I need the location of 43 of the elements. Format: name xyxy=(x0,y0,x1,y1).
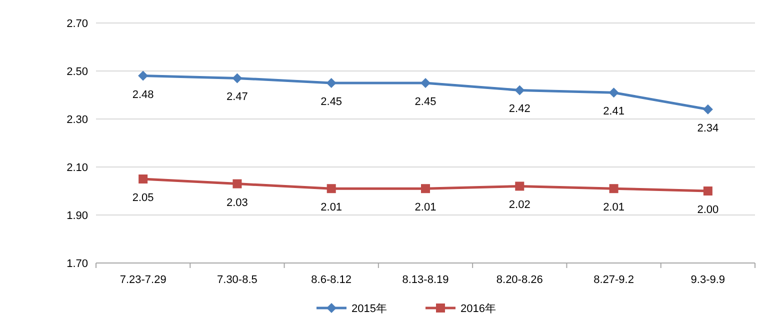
data-label: 2.02 xyxy=(508,199,530,212)
data-label: 2.48 xyxy=(132,88,154,101)
point xyxy=(138,70,148,81)
point xyxy=(232,179,242,188)
data-label: 2.01 xyxy=(603,202,624,214)
point xyxy=(608,88,619,98)
y-tick-label: 2.30 xyxy=(66,114,88,126)
data-label: 2.01 xyxy=(414,202,436,214)
y-tick-label: 1.90 xyxy=(66,210,88,222)
point xyxy=(326,184,336,194)
x-tick-label: 9.3-9.9 xyxy=(690,274,726,286)
data-label: 2.03 xyxy=(226,196,248,209)
point xyxy=(326,78,336,88)
x-tick-label: 8.6-8.12 xyxy=(311,274,352,286)
point xyxy=(609,184,618,194)
data-label: 2.01 xyxy=(320,202,342,214)
legend-label: 2016年 xyxy=(460,303,496,315)
point xyxy=(515,182,524,191)
data-label: 2.45 xyxy=(414,96,436,108)
x-tick-label: 8.27-9.2 xyxy=(594,274,634,286)
data-label: 2.42 xyxy=(508,103,530,116)
data-label: 2.41 xyxy=(603,106,624,118)
y-tick-label: 1.70 xyxy=(66,258,88,270)
x-tick-label: 8.20-8.26 xyxy=(496,274,543,286)
data-label: 2.45 xyxy=(320,96,342,108)
data-label: 2.34 xyxy=(697,122,719,134)
data-label: 2.47 xyxy=(226,91,248,104)
point xyxy=(138,174,148,184)
legend-label: 2015年 xyxy=(352,303,387,315)
point xyxy=(703,186,712,196)
x-tick-label: 8.13-8.19 xyxy=(402,274,449,286)
point xyxy=(232,73,242,84)
y-tick-label: 2.70 xyxy=(66,18,88,30)
data-label: 2.00 xyxy=(697,204,719,216)
point xyxy=(702,104,713,114)
point xyxy=(421,184,430,194)
x-tick-label: 7.30-8.5 xyxy=(217,274,258,286)
y-tick-label: 2.50 xyxy=(66,66,88,78)
point xyxy=(420,78,430,88)
point xyxy=(514,85,525,96)
x-tick-label: 7.23-7.29 xyxy=(120,274,166,286)
data-label: 2.05 xyxy=(132,192,154,204)
y-tick-label: 2.10 xyxy=(66,162,88,174)
